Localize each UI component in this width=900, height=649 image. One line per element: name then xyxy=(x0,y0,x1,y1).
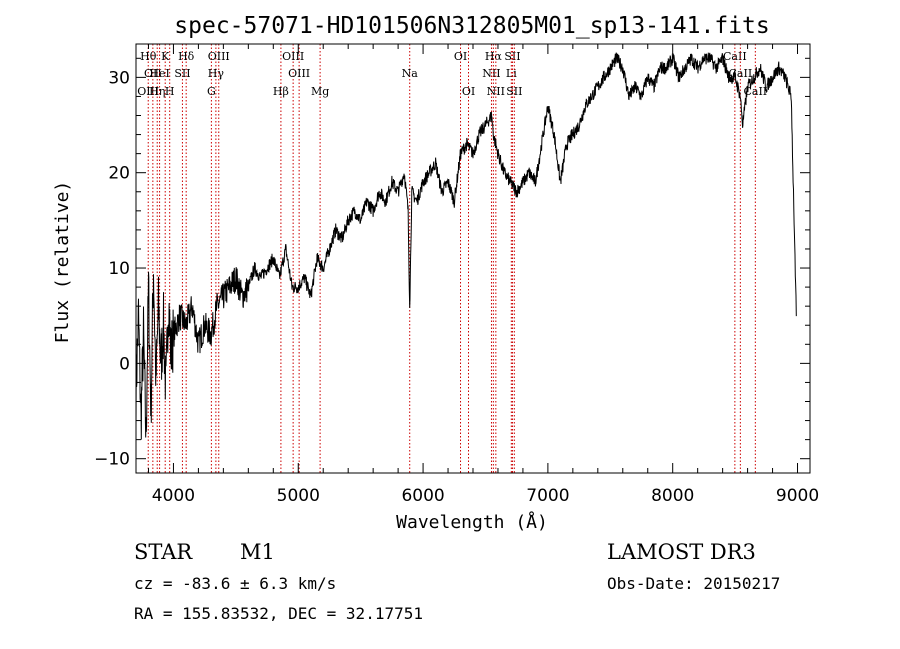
line-label: CaII xyxy=(743,85,767,98)
line-label: HeI xyxy=(149,67,169,80)
line-label: Hα xyxy=(485,50,503,63)
line-label: SII xyxy=(504,50,520,63)
y-axis-label: Flux (relative) xyxy=(52,181,73,344)
spectrum-chart: spec-57071-HD101506N312805M01_sp13-141.f… xyxy=(52,13,819,533)
spectrum-line xyxy=(135,52,797,440)
line-label: OIII xyxy=(208,50,230,63)
x-tick-label: 5000 xyxy=(277,486,320,506)
line-label: OIII xyxy=(288,67,310,80)
x-axis-label: Wavelength (Å) xyxy=(396,511,548,533)
line-label: Na xyxy=(402,67,419,80)
line-label: Li xyxy=(506,67,517,80)
line-label: Mg xyxy=(311,85,329,98)
chart-title: spec-57071-HD101506N312805M01_sp13-141.f… xyxy=(174,13,769,39)
survey-name: LAMOST DR3 xyxy=(607,540,756,564)
redshift-velocity: cz = -83.6 ± 6.3 km/s xyxy=(134,574,337,593)
line-label: G xyxy=(207,85,216,98)
observation-date: Obs-Date: 20150217 xyxy=(607,574,781,593)
y-tick-label: 10 xyxy=(108,259,130,279)
y-tick-label: 30 xyxy=(108,68,130,88)
x-tick-label: 8000 xyxy=(651,486,694,506)
y-tick-label: 0 xyxy=(119,354,130,374)
line-label: OI xyxy=(454,50,467,63)
line-label: SII xyxy=(506,85,522,98)
plot-frame xyxy=(135,43,811,474)
y-tick-label: −10 xyxy=(94,450,130,470)
line-label: Hη xyxy=(149,85,165,98)
line-label: Hβ xyxy=(273,85,289,98)
line-label: Hθ xyxy=(140,50,157,63)
x-tick-label: 4000 xyxy=(152,486,195,506)
axis-ticks: 4000 5000 6000 7000 8000 9000 −10 0 10 20 30 xyxy=(94,44,819,506)
object-subclass: M1 xyxy=(240,540,275,564)
y-tick-label: 20 xyxy=(108,164,130,184)
x-tick-label: 6000 xyxy=(401,486,444,506)
line-label: H xyxy=(165,85,175,98)
emission-line-markers: HθOIIIOIIHηHeIKHSIIHδGHγOIIIHβOIIIOIIIMg… xyxy=(137,44,767,473)
spectrum-series xyxy=(135,52,797,440)
line-label: OI xyxy=(462,85,475,98)
line-label: K xyxy=(161,50,170,63)
line-label: NII xyxy=(482,67,500,80)
x-tick-label: 7000 xyxy=(526,486,569,506)
line-label: NII xyxy=(487,85,505,98)
line-label: OIII xyxy=(282,50,304,63)
line-label: Hδ xyxy=(178,50,195,63)
line-label: Hγ xyxy=(208,67,225,80)
coordinates: RA = 155.83532, DEC = 32.17751 xyxy=(134,604,423,623)
x-tick-label: 9000 xyxy=(776,486,819,506)
line-label: OIII xyxy=(137,85,159,98)
object-class: STAR xyxy=(134,540,193,564)
line-label: CaII xyxy=(723,50,747,63)
line-label: SII xyxy=(174,67,190,80)
